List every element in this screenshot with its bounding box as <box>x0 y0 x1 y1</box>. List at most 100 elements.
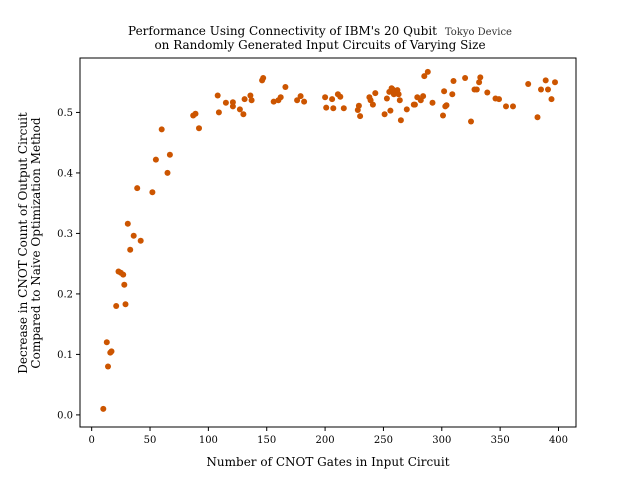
data-point-42 <box>301 98 308 105</box>
data-point-80 <box>441 88 448 95</box>
data-point-18 <box>158 126 165 133</box>
data-point-33 <box>248 97 255 104</box>
chart-title-line1: Performance Using Connectivity of IBM's … <box>128 24 512 38</box>
data-point-43 <box>322 94 329 101</box>
chart-title-line2: on Randomly Generated Input Circuits of … <box>154 38 485 52</box>
data-point-99 <box>542 77 549 84</box>
data-point-41 <box>297 93 304 100</box>
data-point-10 <box>122 301 129 308</box>
data-point-82 <box>443 102 450 109</box>
data-point-22 <box>192 110 199 117</box>
data-point-46 <box>330 105 337 112</box>
x-tick-label: 250 <box>374 435 393 446</box>
data-point-39 <box>282 84 289 90</box>
x-tick-label: 300 <box>432 435 451 446</box>
data-points <box>100 68 558 412</box>
data-point-31 <box>241 96 248 103</box>
data-point-78 <box>429 99 436 106</box>
data-point-14 <box>134 185 141 192</box>
data-point-20 <box>166 151 173 158</box>
data-point-101 <box>548 96 555 103</box>
y-tick-label: 0.0 <box>57 410 73 421</box>
data-point-25 <box>215 109 222 116</box>
title-device-text: Tokyo Device <box>445 27 512 38</box>
data-point-55 <box>369 101 376 108</box>
data-point-90 <box>477 74 484 81</box>
y-tick-label: 0.2 <box>57 289 73 300</box>
y-axis-label-line2: Compared to Naive Optimization Method <box>29 117 43 368</box>
y-tick-label: 0.4 <box>57 168 73 179</box>
data-point-44 <box>323 104 330 111</box>
data-point-19 <box>164 169 171 176</box>
data-point-91 <box>484 89 491 96</box>
data-point-17 <box>152 156 159 163</box>
y-tick-label: 0.3 <box>57 229 73 240</box>
data-point-26 <box>222 99 229 106</box>
data-point-48 <box>337 93 344 100</box>
data-point-60 <box>387 107 394 114</box>
data-point-100 <box>545 86 551 93</box>
data-point-13 <box>130 232 137 239</box>
data-point-93 <box>496 96 502 103</box>
data-point-4 <box>108 348 115 355</box>
x-tick-label: 0 <box>88 435 94 446</box>
x-axis-label: Number of CNOT Gates in Input Circuit <box>206 455 449 469</box>
data-point-51 <box>355 102 362 109</box>
data-point-12 <box>127 246 134 253</box>
data-point-77 <box>424 68 431 75</box>
x-tick-label: 200 <box>316 435 335 446</box>
data-point-97 <box>534 114 541 121</box>
data-point-75 <box>420 93 427 100</box>
data-point-2 <box>105 363 111 370</box>
data-point-35 <box>260 75 267 81</box>
data-point-45 <box>329 96 336 103</box>
data-point-52 <box>357 113 364 120</box>
data-point-68 <box>396 97 403 104</box>
data-point-0 <box>100 405 107 412</box>
y-axis-label-line1: Decrease in CNOT Count of Output Circuit <box>16 112 30 374</box>
x-tick-label: 400 <box>549 435 568 446</box>
x-tick-label: 100 <box>199 435 218 446</box>
data-point-38 <box>277 94 284 101</box>
data-point-57 <box>381 111 388 118</box>
data-point-27 <box>229 103 236 110</box>
data-point-85 <box>462 75 469 81</box>
data-point-1 <box>103 339 110 346</box>
axis-ticks: 0 50 100 150 200 250 300 350 400 0.0 0.1 0.2 0.3 0.4 0… <box>57 108 568 446</box>
data-point-58 <box>383 95 390 102</box>
title-main-text: Performance Using Connectivity of IBM's … <box>128 24 437 38</box>
data-point-102 <box>552 79 558 86</box>
data-point-24 <box>214 92 221 99</box>
y-tick-label: 0.5 <box>57 108 73 119</box>
data-point-30 <box>240 111 247 118</box>
data-point-70 <box>403 106 410 113</box>
data-point-69 <box>397 117 404 124</box>
data-point-86 <box>468 118 474 125</box>
data-point-79 <box>440 112 446 119</box>
data-point-95 <box>510 103 516 110</box>
data-point-49 <box>340 105 347 112</box>
data-point-40 <box>294 97 301 104</box>
data-point-56 <box>372 90 379 97</box>
x-tick-label: 350 <box>491 435 510 446</box>
data-point-98 <box>538 86 544 93</box>
data-point-5 <box>113 303 120 309</box>
data-point-23 <box>196 125 202 132</box>
data-point-76 <box>421 73 428 80</box>
data-point-11 <box>124 220 131 227</box>
data-point-67 <box>395 91 402 98</box>
data-point-32 <box>247 92 254 99</box>
data-point-89 <box>476 79 483 86</box>
data-point-88 <box>473 86 480 93</box>
data-point-96 <box>525 81 532 87</box>
data-point-83 <box>449 91 456 98</box>
plot-frame <box>79 57 577 428</box>
data-point-94 <box>503 103 509 110</box>
y-tick-label: 0.1 <box>57 350 73 361</box>
x-tick-label: 150 <box>257 435 276 446</box>
data-point-16 <box>149 189 156 196</box>
data-point-15 <box>137 237 144 244</box>
data-point-72 <box>411 101 418 108</box>
data-point-29 <box>236 106 243 113</box>
